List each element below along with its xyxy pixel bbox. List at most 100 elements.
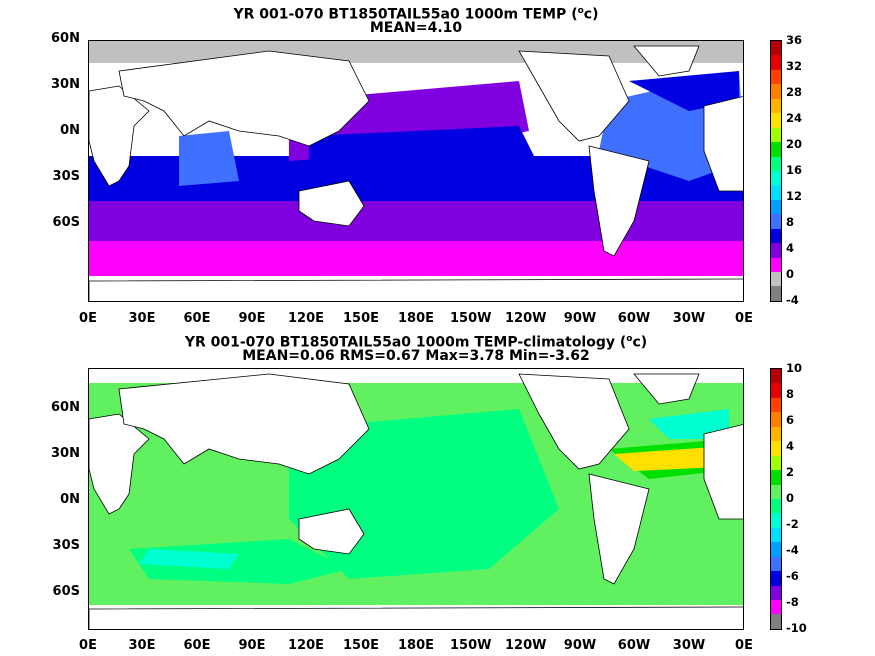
panel2-xtick: 60E	[183, 638, 211, 653]
colorbar-segment	[771, 142, 781, 157]
panel2-title-unit: c)	[632, 334, 648, 351]
panel2-colorbar-label: -6	[786, 569, 799, 583]
panel2-xtick: 180E	[397, 638, 435, 653]
panel2-colorbar-label: -8	[786, 595, 799, 609]
panel1-title-unit: c)	[583, 6, 599, 23]
panel2-colorbar-label: -4	[786, 543, 799, 557]
panel1-xtick: 90W	[563, 311, 597, 326]
panel2-xtick: 120E	[287, 638, 325, 653]
panel1-colorbar-label: 32	[786, 59, 803, 73]
panel2-colorbar	[770, 368, 782, 630]
panel2-ytick: 0N	[60, 492, 80, 507]
colorbar-segment	[771, 185, 781, 200]
colorbar-segment	[771, 383, 781, 398]
panel1-colorbar-label: 4	[786, 241, 795, 255]
panel2-colorbar-label: 6	[786, 413, 795, 427]
panel1-xtick: 90E	[238, 311, 266, 326]
panel1-map	[88, 40, 744, 302]
panel1-title-degree: o	[577, 6, 584, 16]
panel1-xtick: 60E	[183, 311, 211, 326]
colorbar-segment	[771, 556, 781, 572]
panel2-ytick: 30S	[52, 538, 80, 553]
colorbar-segment	[771, 84, 781, 99]
colorbar-segment	[771, 426, 781, 442]
colorbar-segment	[771, 513, 781, 528]
panel1-xtick: 150W	[450, 311, 492, 326]
panel2-xtick: 150E	[342, 638, 380, 653]
colorbar-segment	[771, 69, 781, 85]
panel1-ytick: 0N	[60, 123, 80, 138]
colorbar-segment	[771, 228, 781, 244]
colorbar-segment	[771, 455, 781, 471]
panel1-xtick: 60W	[617, 311, 651, 326]
panel2-colorbar-label: -2	[786, 517, 799, 531]
panel2-xtick: 60W	[617, 638, 651, 653]
colorbar-segment	[771, 470, 781, 485]
colorbar-segment	[771, 498, 781, 514]
panel2-colorbar-label: -10	[786, 621, 807, 635]
panel2-xtick: 150W	[450, 638, 492, 653]
panel1-colorbar-label: -4	[786, 293, 799, 307]
panel1-xtick: 30W	[672, 311, 706, 326]
colorbar-segment	[771, 542, 781, 557]
panel1-subtitle: MEAN=4.10	[369, 20, 463, 36]
panel2-xtick: 30E	[128, 638, 156, 653]
colorbar-segment	[771, 369, 781, 384]
colorbar-segment	[771, 600, 781, 615]
panel1-title: YR 001-070 BT1850TAIL55a0 1000m TEMP (oc…	[88, 3, 744, 23]
panel1-ytick: 30N	[51, 77, 80, 92]
panel1-colorbar-label: 16	[786, 163, 803, 177]
panel2-xtick: 120W	[505, 638, 547, 653]
panel2-colorbar-label: 10	[786, 361, 803, 375]
panel1-xtick: 120W	[505, 311, 547, 326]
colorbar-segment	[771, 243, 781, 258]
colorbar-segment	[771, 257, 781, 272]
panel1-colorbar	[770, 40, 782, 302]
panel1-ytick: 60S	[52, 215, 80, 230]
panel1-ytick: 60N	[51, 31, 80, 46]
panel2-xtick: 0E	[735, 638, 753, 653]
colorbar-segment	[771, 412, 781, 427]
colorbar-segment	[771, 614, 781, 629]
colorbar-segment	[771, 397, 781, 413]
colorbar-segment	[771, 571, 781, 586]
colorbar-segment	[771, 55, 781, 70]
panel1-xtick: 30E	[128, 311, 156, 326]
panel1-xtick: 0E	[735, 311, 753, 326]
panel2-map	[88, 368, 744, 630]
colorbar-segment	[771, 127, 781, 143]
panel2-xtick: 30W	[672, 638, 706, 653]
panel2-ytick: 60N	[51, 400, 80, 415]
colorbar-segment	[771, 286, 781, 301]
panel2-xtick: 90W	[563, 638, 597, 653]
panel1-xtick: 180E	[397, 311, 435, 326]
colorbar-segment	[771, 214, 781, 229]
colorbar-segment	[771, 585, 781, 600]
panel2-title-degree: o	[626, 334, 633, 344]
panel1-colorbar-label: 8	[786, 215, 795, 229]
panel1-colorbar-label: 12	[786, 189, 803, 203]
panel2-colorbar-label: 8	[786, 387, 795, 401]
panel1-xtick: 120E	[287, 311, 325, 326]
colorbar-segment	[771, 170, 781, 186]
panel1-colorbar-label: 20	[786, 137, 803, 151]
panel1-xtick: 0E	[79, 311, 97, 326]
colorbar-segment	[771, 484, 781, 499]
panel2-title-line1: YR 001-070 BT1850TAIL55a0 1000m TEMP-cli…	[184, 334, 627, 351]
panel2-ytick: 30N	[51, 446, 80, 461]
panel1-xtick: 150E	[342, 311, 380, 326]
panel2-colorbar-label: 4	[786, 439, 795, 453]
panel1-title-line1: YR 001-070 BT1850TAIL55a0 1000m TEMP (	[233, 6, 578, 23]
panel2-subtitle: MEAN=0.06 RMS=0.67 Max=3.78 Min=-3.62	[242, 348, 590, 364]
panel2-xtick: 0E	[79, 638, 97, 653]
colorbar-segment	[771, 199, 781, 215]
panel1-colorbar-label: 0	[786, 267, 795, 281]
panel2-colorbar-label: 0	[786, 491, 795, 505]
colorbar-segment	[771, 98, 781, 114]
panel2-colorbar-label: 2	[786, 465, 795, 479]
panel1-colorbar-label: 36	[786, 33, 803, 47]
panel1-colorbar-label: 28	[786, 85, 803, 99]
colorbar-segment	[771, 527, 781, 543]
panel2-ytick: 60S	[52, 584, 80, 599]
panel1-colorbar-label: 24	[786, 111, 803, 125]
